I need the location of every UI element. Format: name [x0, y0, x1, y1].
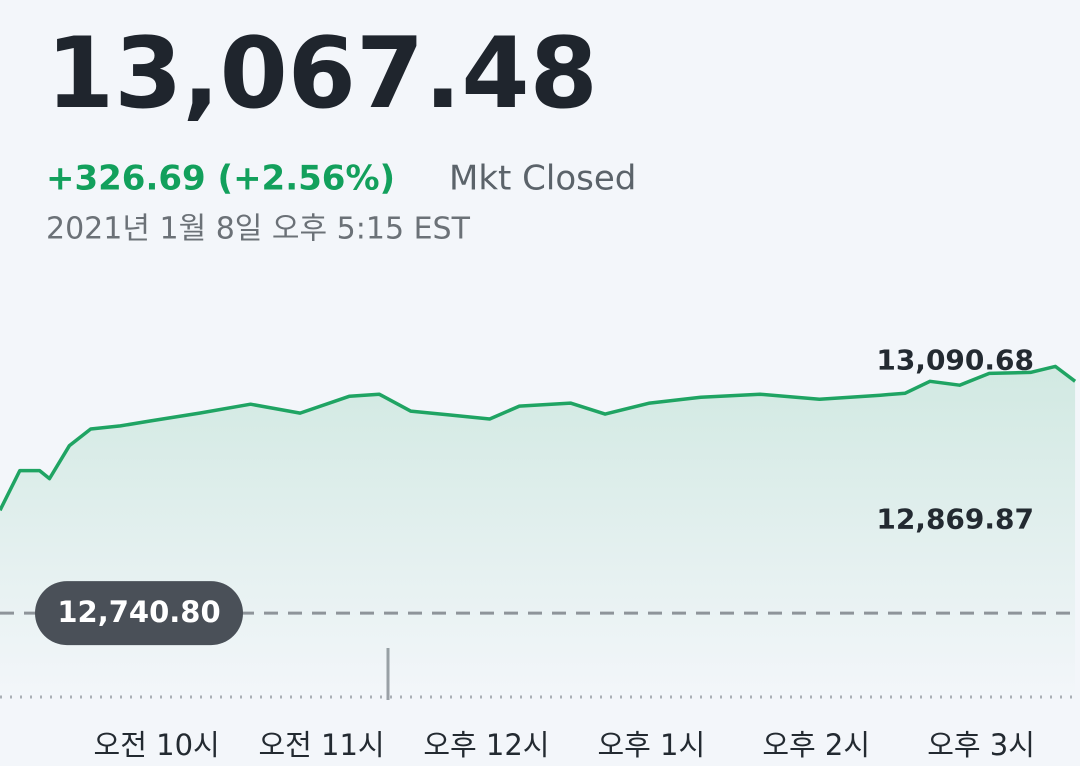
price-line [0, 364, 1077, 512]
area-fill [0, 366, 1076, 700]
plot: 12,740.80 13,090.68 12,869.87 오전 10시 오전 11시 오… [0, 343, 1080, 762]
x-tick-label: 오후 1시 [597, 728, 705, 762]
previous-close-pill [35, 581, 243, 646]
x-tick-label: 오전 10시 [94, 728, 220, 762]
previous-close-label: 12,740.80 [57, 595, 220, 629]
x-tick-label: 오후 12시 [423, 728, 549, 762]
x-tick-label: 오후 3시 [927, 728, 1035, 762]
x-tick-label: 오후 2시 [762, 728, 870, 762]
timestamp: 2021년 1월 8일 오후 5:15 EST [46, 212, 471, 247]
price: 13,067.48 [46, 17, 598, 131]
market-status: Mkt Closed [449, 159, 636, 199]
x-tick-label: 오전 11시 [258, 728, 384, 762]
y-tick-label: 13,090.68 [876, 343, 1034, 376]
y-tick-label: 12,869.87 [876, 502, 1034, 535]
change: +326.69 (+2.56%) [46, 159, 395, 199]
